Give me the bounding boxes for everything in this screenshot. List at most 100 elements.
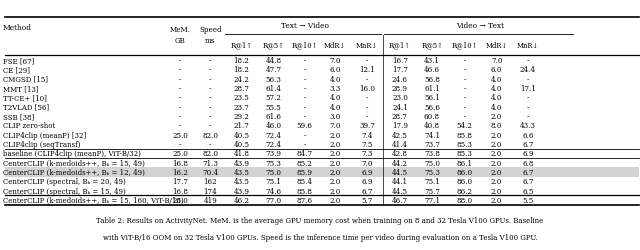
Text: 7.0: 7.0	[491, 57, 502, 65]
Text: CenterCLIP (k-medoids++, Bₖ = 12, 49): CenterCLIP (k-medoids++, Bₖ = 12, 49)	[3, 168, 145, 176]
Text: -: -	[179, 104, 181, 111]
Text: 2.0: 2.0	[330, 140, 340, 148]
Text: 24.4: 24.4	[520, 66, 536, 74]
Text: 6.6: 6.6	[522, 131, 534, 139]
Text: 84.7: 84.7	[296, 150, 313, 158]
Text: 2.0: 2.0	[491, 131, 502, 139]
Text: 17.1: 17.1	[520, 85, 536, 93]
Text: 7.0: 7.0	[330, 57, 340, 65]
Text: 44.2: 44.2	[392, 159, 408, 167]
Text: CE [29]: CE [29]	[3, 66, 30, 74]
Text: 46.0: 46.0	[266, 122, 282, 130]
Text: -: -	[366, 113, 368, 121]
Text: 86.0: 86.0	[456, 168, 473, 176]
Text: MMT [13]: MMT [13]	[3, 85, 39, 93]
Text: 77.1: 77.1	[424, 196, 440, 204]
Text: 61.6: 61.6	[266, 113, 282, 121]
Text: 75.1: 75.1	[424, 178, 440, 186]
Text: FSE [67]: FSE [67]	[3, 57, 35, 65]
Text: 16.8: 16.8	[172, 159, 188, 167]
Text: CMGSD [15]: CMGSD [15]	[3, 76, 48, 84]
Text: 85.3: 85.3	[457, 150, 472, 158]
Text: -: -	[463, 94, 466, 102]
Text: -: -	[527, 94, 529, 102]
Text: MdR↓: MdR↓	[324, 42, 346, 50]
Text: R@5↑: R@5↑	[263, 42, 284, 50]
Text: 74.6: 74.6	[266, 187, 282, 195]
Text: 75.0: 75.0	[424, 159, 440, 167]
Text: -: -	[179, 113, 181, 121]
Text: -: -	[179, 94, 181, 102]
Text: 47.7: 47.7	[266, 66, 282, 74]
Text: baseline (CLIP4clip (meanP), ViT-B/32): baseline (CLIP4clip (meanP), ViT-B/32)	[3, 150, 141, 158]
Text: 46.7: 46.7	[392, 196, 408, 204]
Text: 75.0: 75.0	[266, 168, 282, 176]
Text: 39.7: 39.7	[359, 122, 375, 130]
Text: -: -	[463, 57, 466, 65]
Text: MdR↓: MdR↓	[486, 42, 508, 50]
Text: 7.5: 7.5	[362, 140, 372, 148]
Text: -: -	[179, 76, 181, 84]
Text: 43.5: 43.5	[234, 178, 250, 186]
Text: 73.7: 73.7	[424, 140, 440, 148]
Text: 55.5: 55.5	[266, 104, 282, 111]
Text: 82.0: 82.0	[202, 150, 218, 158]
Text: 44.1: 44.1	[392, 178, 408, 186]
Text: 75.7: 75.7	[424, 187, 440, 195]
Text: 23.7: 23.7	[234, 104, 250, 111]
Text: 61.4: 61.4	[266, 85, 282, 93]
Text: 56.6: 56.6	[424, 104, 440, 111]
Text: 85.3: 85.3	[457, 140, 472, 148]
Text: 4.0: 4.0	[330, 104, 340, 111]
Text: 28.7: 28.7	[392, 113, 408, 121]
Text: 82.0: 82.0	[202, 131, 218, 139]
Text: 86.0: 86.0	[456, 178, 473, 186]
Text: 54.2: 54.2	[457, 122, 472, 130]
Text: -: -	[463, 104, 466, 111]
Text: 24.6: 24.6	[392, 76, 408, 84]
Text: R@5↑: R@5↑	[421, 42, 443, 50]
Text: 43.5: 43.5	[234, 168, 250, 176]
Text: -: -	[303, 94, 306, 102]
Text: 56.1: 56.1	[424, 94, 440, 102]
Text: 41.8: 41.8	[234, 150, 250, 158]
Text: Method: Method	[3, 24, 31, 32]
Text: ms: ms	[205, 37, 216, 45]
Text: T2VLAD [56]: T2VLAD [56]	[3, 104, 49, 111]
Text: Speed: Speed	[199, 26, 221, 34]
Text: 70.4: 70.4	[202, 168, 218, 176]
Text: 21.7: 21.7	[234, 122, 250, 130]
Text: R@10↑: R@10↑	[451, 42, 478, 50]
Text: -: -	[209, 85, 211, 93]
Text: 162: 162	[204, 178, 217, 186]
Text: 3.3: 3.3	[330, 85, 340, 93]
Text: -: -	[209, 66, 211, 74]
Text: 71.3: 71.3	[202, 159, 218, 167]
Text: 7.4: 7.4	[362, 131, 372, 139]
Text: -: -	[209, 113, 211, 121]
Text: -: -	[366, 76, 368, 84]
Text: 56.8: 56.8	[424, 76, 440, 84]
Text: 7.0: 7.0	[362, 159, 372, 167]
Text: -: -	[463, 66, 466, 74]
Text: 4.0: 4.0	[491, 85, 502, 93]
Text: 75.3: 75.3	[266, 159, 282, 167]
Text: 25.0: 25.0	[172, 150, 188, 158]
Text: 85.2: 85.2	[297, 159, 312, 167]
Text: CLIP4clip (seqTransf): CLIP4clip (seqTransf)	[3, 140, 81, 148]
Text: -: -	[303, 76, 306, 84]
Text: 44.8: 44.8	[266, 57, 282, 65]
Text: 87.6: 87.6	[296, 196, 313, 204]
Text: -: -	[209, 140, 211, 148]
Text: 2.0: 2.0	[330, 131, 340, 139]
Text: -: -	[303, 113, 306, 121]
Text: Table 2: Results on ActivityNet. MeM. is the average GPU memory cost when traini: Table 2: Results on ActivityNet. MeM. is…	[97, 216, 543, 224]
Text: R@1↑: R@1↑	[389, 42, 411, 50]
Text: 72.4: 72.4	[266, 140, 282, 148]
Text: 4.0: 4.0	[491, 104, 502, 111]
Text: 174: 174	[204, 187, 217, 195]
Text: -: -	[463, 85, 466, 93]
Text: 2.0: 2.0	[491, 187, 502, 195]
Text: 6.8: 6.8	[522, 159, 534, 167]
Text: with ViT-B/16 OOM on 32 Tesla V100 GPUs. Speed is the inference time per video d: with ViT-B/16 OOM on 32 Tesla V100 GPUs.…	[102, 233, 538, 241]
